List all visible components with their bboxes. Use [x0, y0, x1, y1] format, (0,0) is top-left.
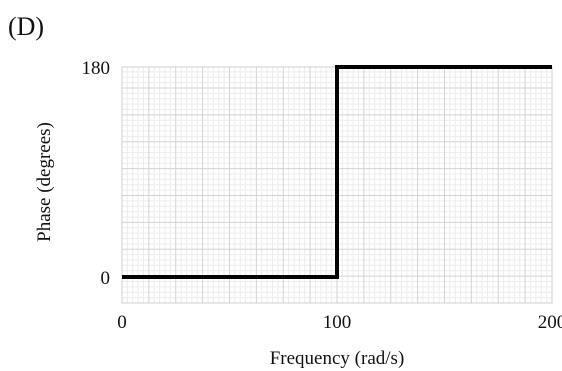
y-tick-labels: 0 180 — [82, 58, 111, 289]
y-axis-label: Phase (degrees) — [34, 122, 55, 242]
y-tick-label: 0 — [101, 268, 111, 289]
panel-label: (D) — [8, 12, 45, 41]
x-tick-label: 0 — [117, 312, 127, 333]
series-layer — [122, 65, 552, 279]
series-line-0 — [122, 65, 552, 279]
x-tick-label: 200 — [538, 312, 562, 333]
x-axis-label: Frequency (rad/s) — [270, 348, 405, 369]
y-tick-label: 180 — [82, 58, 111, 79]
x-tick-label: 100 — [323, 312, 352, 333]
x-tick-labels: 0 100 200 — [117, 312, 562, 333]
